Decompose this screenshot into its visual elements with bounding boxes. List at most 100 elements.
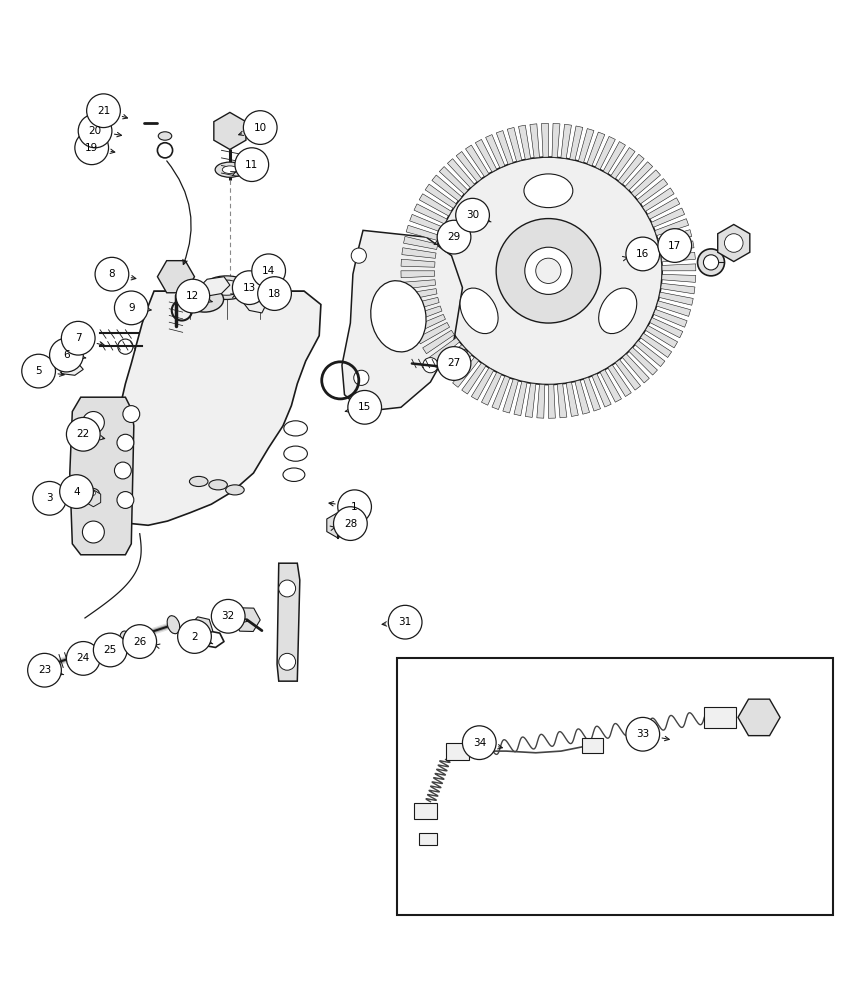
Polygon shape [447, 159, 474, 188]
Polygon shape [615, 360, 641, 390]
Polygon shape [637, 179, 668, 204]
Ellipse shape [84, 488, 100, 498]
Ellipse shape [189, 476, 208, 487]
Polygon shape [440, 167, 468, 194]
Text: 27: 27 [447, 358, 461, 368]
Text: 28: 28 [344, 519, 357, 529]
Polygon shape [618, 154, 644, 184]
Ellipse shape [524, 174, 573, 208]
Bar [397, 658, 833, 915]
FancyBboxPatch shape [414, 803, 437, 819]
Polygon shape [661, 283, 695, 294]
Polygon shape [406, 225, 441, 241]
Polygon shape [657, 230, 692, 244]
Text: 2: 2 [192, 632, 197, 642]
Polygon shape [436, 345, 466, 372]
Ellipse shape [32, 660, 45, 678]
Circle shape [117, 434, 134, 451]
Text: 10: 10 [254, 123, 267, 133]
Circle shape [75, 131, 109, 165]
Polygon shape [408, 306, 442, 323]
Circle shape [62, 321, 95, 355]
Polygon shape [662, 264, 695, 271]
Polygon shape [629, 347, 657, 375]
Polygon shape [652, 208, 684, 227]
Ellipse shape [460, 288, 498, 334]
Polygon shape [537, 384, 545, 418]
Polygon shape [625, 162, 652, 190]
Circle shape [658, 229, 691, 262]
Circle shape [525, 247, 572, 294]
Ellipse shape [203, 276, 250, 299]
Ellipse shape [159, 132, 171, 140]
Ellipse shape [284, 446, 307, 461]
Circle shape [123, 625, 157, 658]
Circle shape [437, 220, 471, 254]
Polygon shape [600, 370, 621, 402]
Polygon shape [587, 132, 605, 166]
Circle shape [257, 277, 291, 310]
Polygon shape [419, 194, 452, 216]
Polygon shape [409, 214, 443, 232]
Circle shape [83, 521, 105, 543]
Polygon shape [566, 382, 578, 416]
Circle shape [211, 599, 245, 633]
Circle shape [235, 148, 268, 181]
Circle shape [456, 198, 490, 232]
Circle shape [279, 653, 295, 670]
Polygon shape [578, 129, 594, 163]
Ellipse shape [167, 616, 180, 634]
Polygon shape [542, 123, 549, 157]
Polygon shape [462, 363, 486, 394]
Polygon shape [642, 188, 674, 211]
Polygon shape [277, 563, 300, 681]
Circle shape [388, 605, 422, 639]
Polygon shape [653, 309, 687, 327]
Circle shape [354, 370, 369, 385]
Text: 11: 11 [245, 160, 258, 170]
Polygon shape [481, 372, 501, 405]
Polygon shape [402, 248, 436, 258]
Ellipse shape [252, 272, 273, 287]
Text: 34: 34 [473, 738, 486, 748]
Polygon shape [425, 184, 457, 208]
Polygon shape [62, 363, 84, 375]
Polygon shape [657, 301, 690, 316]
Polygon shape [403, 236, 438, 249]
Polygon shape [641, 333, 672, 357]
Polygon shape [646, 326, 678, 348]
Text: 21: 21 [97, 106, 110, 116]
Text: 23: 23 [38, 665, 51, 675]
Polygon shape [655, 219, 689, 236]
Text: 9: 9 [128, 303, 134, 313]
Text: 19: 19 [85, 143, 98, 153]
Polygon shape [603, 142, 625, 174]
Circle shape [117, 492, 134, 508]
Circle shape [724, 234, 743, 252]
Polygon shape [457, 152, 482, 182]
Circle shape [279, 580, 295, 597]
Polygon shape [507, 127, 522, 162]
Circle shape [697, 249, 724, 276]
Polygon shape [401, 271, 435, 278]
Polygon shape [661, 252, 695, 262]
Polygon shape [429, 338, 460, 363]
Ellipse shape [120, 631, 133, 649]
Polygon shape [608, 365, 631, 397]
Circle shape [50, 338, 84, 372]
Text: 15: 15 [358, 402, 371, 412]
Circle shape [94, 633, 127, 667]
Polygon shape [401, 259, 435, 267]
Polygon shape [635, 341, 665, 367]
Ellipse shape [371, 281, 426, 352]
Circle shape [177, 620, 211, 653]
Polygon shape [557, 384, 567, 418]
Polygon shape [503, 379, 518, 413]
Circle shape [423, 358, 438, 373]
Polygon shape [106, 291, 321, 525]
Circle shape [87, 94, 121, 128]
Polygon shape [662, 274, 695, 282]
Circle shape [78, 114, 112, 148]
Polygon shape [241, 285, 268, 313]
Polygon shape [650, 318, 683, 338]
